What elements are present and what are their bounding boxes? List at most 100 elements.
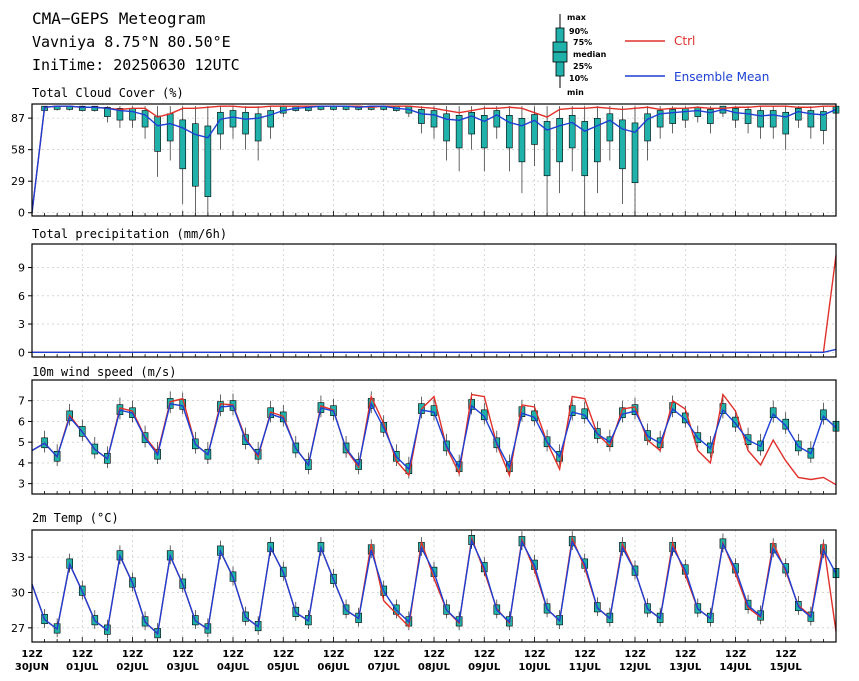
- panel-3: 2m Temp (°C) 27 30 33: [11, 511, 840, 643]
- box-iqr: [104, 106, 111, 117]
- box-iqr: [166, 113, 174, 142]
- y-tick-label: 4: [18, 457, 25, 470]
- x-date-label: 09JUL: [468, 662, 501, 673]
- y-tick-label: 5: [18, 436, 25, 449]
- panels: Total Cloud Cover (%) 0 29 58 87 Total precip…: [11, 86, 840, 643]
- legend-box-label-5: 10%: [569, 74, 588, 83]
- box-iqr: [769, 110, 777, 128]
- legend: max 90% 75% median 25% 10% min Ctrl Ensemble Mea…: [552, 13, 769, 97]
- box-iqr: [619, 119, 626, 170]
- box-iqr: [480, 409, 488, 421]
- mean-series-line: [31, 105, 837, 213]
- x-hour-label: 12Z: [675, 649, 696, 660]
- x-hour-label: 12Z: [423, 649, 444, 660]
- mean-series-line: [32, 348, 837, 353]
- x-hour-label: 12Z: [775, 649, 796, 660]
- legend-box-label-6: min: [567, 88, 584, 97]
- box-iqr: [807, 110, 815, 128]
- panel-frame: [31, 529, 837, 643]
- panel-title-2: 10m wind speed (m/s): [32, 365, 177, 379]
- x-date-label: 01JUL: [66, 662, 99, 673]
- x-axis: 12Z 30JUN 12Z 01JUL 12Z 02JUL 12Z 03JUL 12Z 04JUL…: [15, 649, 803, 673]
- box-iqr: [242, 111, 249, 135]
- x-date-label: 07JUL: [368, 662, 401, 673]
- x-hour-label: 12Z: [72, 649, 93, 660]
- box-iqr: [707, 109, 714, 124]
- box-iqr: [568, 115, 576, 149]
- box-iqr: [443, 113, 450, 142]
- box-iqr: [644, 113, 651, 142]
- x-hour-label: 12Z: [725, 649, 746, 660]
- legend-box-label-3: median: [573, 50, 607, 59]
- x-date-label: 04JUL: [217, 662, 250, 673]
- box-iqr: [267, 110, 274, 128]
- box-iqr: [594, 118, 601, 163]
- x-hour-label: 12Z: [624, 649, 645, 660]
- box-iqr: [669, 109, 676, 124]
- x-date-label: 13JUL: [669, 662, 702, 673]
- y-tick-label: 27: [11, 622, 25, 635]
- x-date-label: 12JUL: [619, 662, 652, 673]
- legend-mean-label: Ensemble Mean: [674, 70, 769, 84]
- y-tick-label: 87: [11, 112, 25, 125]
- box-iqr: [468, 399, 475, 410]
- box-iqr: [820, 111, 827, 131]
- x-hour-label: 12Z: [222, 649, 243, 660]
- box-iqr: [795, 108, 802, 121]
- legend-box-label-4: 25%: [573, 62, 592, 71]
- y-tick-label: 30: [11, 586, 25, 599]
- x-date-label: 02JUL: [116, 662, 149, 673]
- panel-2: 10m wind speed (m/s) 3 4 5 6 7: [18, 365, 840, 495]
- box-iqr: [141, 110, 149, 128]
- legend-box-label-0: max: [567, 13, 587, 22]
- box-iqr: [493, 110, 501, 128]
- y-tick-label: 6: [18, 415, 25, 428]
- y-tick-label: 9: [18, 262, 25, 275]
- box-iqr: [631, 404, 639, 415]
- panel-title-3: 2m Temp (°C): [32, 511, 119, 525]
- x-hour-label: 12Z: [122, 649, 143, 660]
- panel-frame: [31, 103, 837, 217]
- panel-0: Total Cloud Cover (%) 0 29 58 87: [11, 86, 840, 220]
- x-hour-label: 12Z: [21, 649, 42, 660]
- panel-frame: [31, 243, 837, 358]
- y-tick-label: 3: [18, 318, 25, 331]
- x-hour-label: 12Z: [524, 649, 545, 660]
- box-iqr: [154, 115, 161, 152]
- x-date-label: 15JUL: [770, 662, 803, 673]
- ctrl-series-line: [31, 105, 836, 213]
- panel-title-0: Total Cloud Cover (%): [32, 86, 184, 100]
- x-date-label: 06JUL: [317, 662, 350, 673]
- x-date-label: 30JUN: [15, 662, 49, 673]
- box-iqr: [254, 113, 262, 142]
- box-iqr: [468, 111, 475, 135]
- box-iqr: [91, 105, 99, 111]
- y-tick-label: 29: [11, 175, 25, 188]
- legend-box-label-1: 90%: [569, 27, 588, 36]
- box-iqr: [192, 123, 199, 187]
- box-iqr: [518, 118, 526, 163]
- mean-series-line: [31, 538, 837, 636]
- box-iqr: [732, 108, 739, 121]
- box-iqr: [782, 418, 790, 430]
- box-iqr: [430, 110, 438, 128]
- box-iqr: [455, 115, 463, 149]
- box-iqr: [116, 108, 124, 121]
- y-tick-label: 58: [11, 144, 25, 157]
- box-iqr: [480, 115, 488, 149]
- box-iqr: [694, 106, 702, 117]
- box-iqr: [418, 109, 425, 124]
- y-tick-label: 6: [18, 290, 25, 303]
- meteogram-title: CMA−GEPS Meteogram: [32, 9, 205, 28]
- box-iqr: [581, 121, 589, 177]
- box-iqr: [681, 108, 689, 121]
- box-iqr: [179, 119, 187, 170]
- legend-ctrl-label: Ctrl: [674, 34, 695, 48]
- panel-title-1: Total precipitation (mm/6h): [32, 227, 227, 241]
- box-iqr: [204, 125, 212, 197]
- x-hour-label: 12Z: [574, 649, 595, 660]
- x-date-label: 10JUL: [518, 662, 551, 673]
- box-iqr: [129, 108, 136, 121]
